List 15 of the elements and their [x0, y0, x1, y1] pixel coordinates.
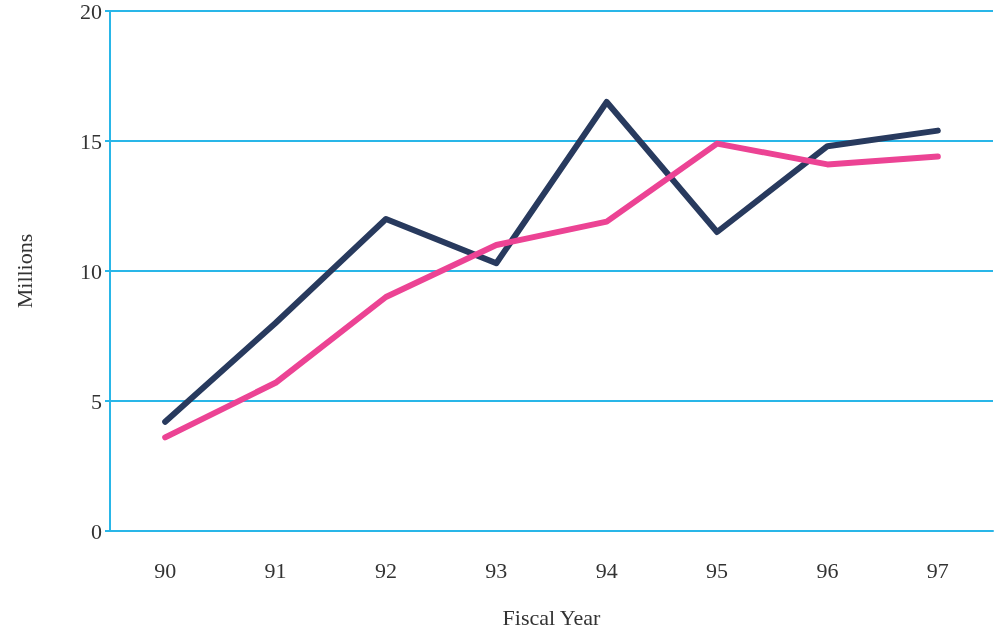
x-tick-label: 93 [485, 557, 508, 583]
x-tick-label: 97 [926, 557, 949, 583]
y-tick-label: 10 [80, 258, 102, 284]
x-tick-label: 94 [595, 557, 618, 583]
y-tick-label: 20 [80, 0, 102, 24]
y-axis-title: Millions [11, 233, 37, 309]
x-tick-label: 95 [706, 557, 729, 583]
x-tick-label: 91 [264, 557, 287, 583]
x-tick-label: 92 [374, 557, 397, 583]
y-tick-label: 0 [91, 518, 102, 544]
x-tick-label: 96 [816, 557, 839, 583]
x-axis-title: Fiscal Year [502, 604, 602, 630]
y-tick-label: 5 [91, 388, 102, 414]
x-tick-label: 90 [154, 557, 177, 583]
y-tick-label: 15 [80, 128, 102, 154]
